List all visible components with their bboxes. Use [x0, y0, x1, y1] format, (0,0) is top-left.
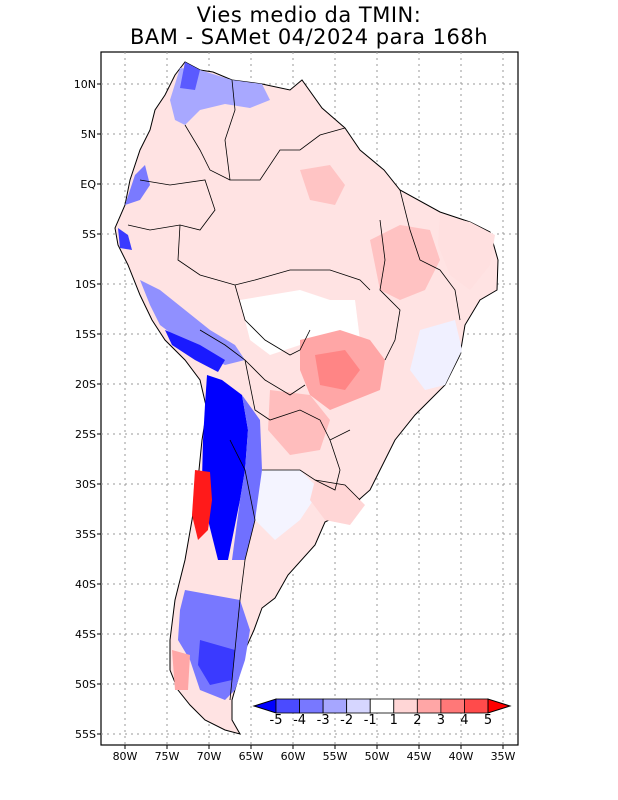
lon-tick-label: 50W: [365, 750, 390, 763]
lat-tick-label: 10N: [74, 78, 96, 91]
colorbar-segment: [440, 698, 465, 714]
colorbar-segment: [322, 698, 348, 714]
colorbar-label: -2: [340, 713, 353, 728]
colorbar-segment: [275, 698, 300, 714]
lon-tick-label: 60W: [281, 750, 306, 763]
colorbar-segment: [299, 698, 324, 714]
country-borders: [127, 79, 461, 701]
colorbar-segment: [416, 698, 442, 714]
lat-tick-label: 50S: [75, 678, 96, 691]
continent-bias-field: [114, 61, 499, 735]
lat-tick-label: 35S: [75, 528, 96, 541]
colorbar-max-arrow: [487, 698, 512, 714]
colorbar-segment: [369, 698, 395, 714]
colorbar-label: -3: [317, 713, 330, 728]
colorbar-segment: [393, 698, 418, 714]
lat-tick-label: 15S: [75, 328, 96, 341]
colorbar: -5 -4 -3 -2 -1 1 2 3 4 5: [252, 698, 512, 728]
lon-tick-label: 55W: [323, 750, 348, 763]
latitude-axis-labels: 10N 5N EQ 5S 10S 15S 20S 25S 30S 35S 40S 45S 50S 55S: [74, 78, 101, 741]
lat-tick-label: 45S: [75, 628, 96, 641]
map-title-line1: Vies medio da TMIN:: [196, 3, 422, 27]
colorbar-label: -1: [364, 713, 377, 728]
lon-tick-label: 80W: [113, 750, 138, 763]
colorbar-label: 2: [413, 713, 421, 728]
colorbar-segment: [346, 698, 371, 714]
lon-tick-label: 65W: [239, 750, 264, 763]
lon-tick-label: 70W: [197, 750, 222, 763]
colorbar-label: 5: [484, 713, 492, 728]
lon-tick-label: 40W: [449, 750, 474, 763]
lat-tick-label: EQ: [80, 178, 96, 191]
colorbar-label: 3: [437, 713, 445, 728]
lat-tick-label: 5N: [81, 128, 96, 141]
colorbar-segment: [464, 698, 489, 714]
lat-tick-label: 10S: [75, 278, 96, 291]
colorbar-label: -5: [270, 713, 283, 728]
longitude-axis-labels: 80W 75W 70W 65W 60W 55W 50W 45W 40W 35W: [113, 745, 516, 763]
lon-tick-label: 35W: [491, 750, 516, 763]
map-title-line2: BAM - SAMet 04/2024 para 168h: [129, 25, 489, 49]
lon-tick-label: 45W: [407, 750, 432, 763]
lat-tick-label: 40S: [75, 578, 96, 591]
colorbar-label: 1: [390, 713, 398, 728]
lat-tick-label: 55S: [75, 728, 96, 741]
lat-tick-label: 5S: [82, 228, 96, 241]
lat-tick-label: 30S: [75, 478, 96, 491]
colorbar-label: -4: [293, 713, 306, 728]
lat-tick-label: 25S: [75, 428, 96, 441]
lon-tick-label: 75W: [155, 750, 180, 763]
lat-tick-label: 20S: [75, 378, 96, 391]
colorbar-label: 4: [460, 713, 468, 728]
